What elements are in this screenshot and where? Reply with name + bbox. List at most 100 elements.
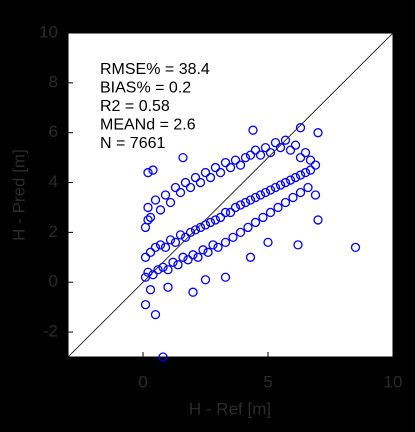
point xyxy=(143,202,153,213)
point xyxy=(148,165,158,175)
point xyxy=(208,240,218,250)
one-to-one-line xyxy=(67,32,394,358)
point xyxy=(270,138,281,148)
x-tick-label: 0 xyxy=(138,372,147,391)
annotation: RMSE% = 38.4 xyxy=(100,61,210,78)
point xyxy=(265,147,276,158)
point xyxy=(168,257,178,267)
point xyxy=(178,152,188,163)
point xyxy=(155,240,166,250)
point xyxy=(258,212,268,223)
y-tick-label: -2 xyxy=(43,322,58,341)
point xyxy=(143,167,153,178)
point xyxy=(240,197,251,208)
point xyxy=(240,152,251,163)
point xyxy=(163,282,173,292)
point xyxy=(160,190,171,200)
point xyxy=(188,287,198,297)
y-tick-label: 4 xyxy=(49,172,58,191)
point xyxy=(273,202,283,213)
point xyxy=(213,242,223,252)
point xyxy=(193,252,203,262)
point xyxy=(210,162,221,173)
point xyxy=(205,172,216,183)
annotation: MEANd = 2.6 xyxy=(100,117,196,134)
y-tick-label: 8 xyxy=(49,72,58,91)
point xyxy=(280,177,291,188)
point xyxy=(263,237,273,248)
point xyxy=(305,155,316,165)
point xyxy=(245,150,256,160)
point xyxy=(260,142,271,153)
point xyxy=(250,217,261,228)
point xyxy=(195,222,206,233)
point xyxy=(145,285,156,295)
point xyxy=(210,215,221,225)
annotation: BIAS% = 0.2 xyxy=(100,80,191,97)
point xyxy=(180,177,191,188)
point xyxy=(143,215,153,225)
point xyxy=(313,128,323,138)
point xyxy=(225,162,236,173)
point xyxy=(265,185,276,195)
point xyxy=(185,182,196,193)
point xyxy=(270,182,281,193)
point xyxy=(148,270,158,280)
point xyxy=(310,190,321,200)
point xyxy=(288,192,298,203)
point xyxy=(235,160,246,170)
point xyxy=(295,170,306,180)
point xyxy=(158,352,168,362)
point xyxy=(265,207,276,218)
point xyxy=(280,197,291,208)
point xyxy=(275,142,286,153)
y-tick-label: 2 xyxy=(49,222,58,241)
point xyxy=(190,172,201,183)
annotation: N = 7661 xyxy=(100,135,165,152)
point xyxy=(248,125,258,135)
point xyxy=(295,123,306,133)
point xyxy=(175,230,186,240)
point xyxy=(150,309,161,320)
point xyxy=(203,247,213,257)
point xyxy=(178,252,188,262)
point xyxy=(295,187,306,198)
point xyxy=(220,272,231,282)
point xyxy=(313,215,323,225)
point xyxy=(145,212,156,223)
point xyxy=(235,200,246,210)
point xyxy=(183,255,193,265)
y-axis-label: H - Pred [m] xyxy=(9,149,28,241)
point xyxy=(175,187,186,198)
point xyxy=(300,167,311,178)
point xyxy=(190,225,201,235)
point xyxy=(310,160,321,170)
point xyxy=(285,145,296,155)
point xyxy=(280,135,291,145)
y-tick-label: 0 xyxy=(49,272,58,291)
point xyxy=(293,240,303,250)
x-tick-label: 10 xyxy=(384,372,403,391)
point xyxy=(173,260,183,270)
point xyxy=(220,207,231,218)
point xyxy=(165,235,176,245)
point xyxy=(215,212,226,223)
x-tick-label: 5 xyxy=(263,372,272,391)
point xyxy=(300,147,311,158)
point xyxy=(245,252,256,262)
point xyxy=(230,202,241,213)
point xyxy=(305,165,316,175)
point xyxy=(215,167,226,178)
point xyxy=(250,145,261,155)
point xyxy=(150,195,161,205)
point xyxy=(170,237,181,248)
y-tick-label: 10 xyxy=(39,22,58,41)
point xyxy=(158,262,168,272)
point xyxy=(295,152,306,163)
point xyxy=(245,195,256,205)
point xyxy=(170,182,181,193)
point xyxy=(200,275,211,285)
point xyxy=(285,175,296,185)
point xyxy=(163,265,173,275)
